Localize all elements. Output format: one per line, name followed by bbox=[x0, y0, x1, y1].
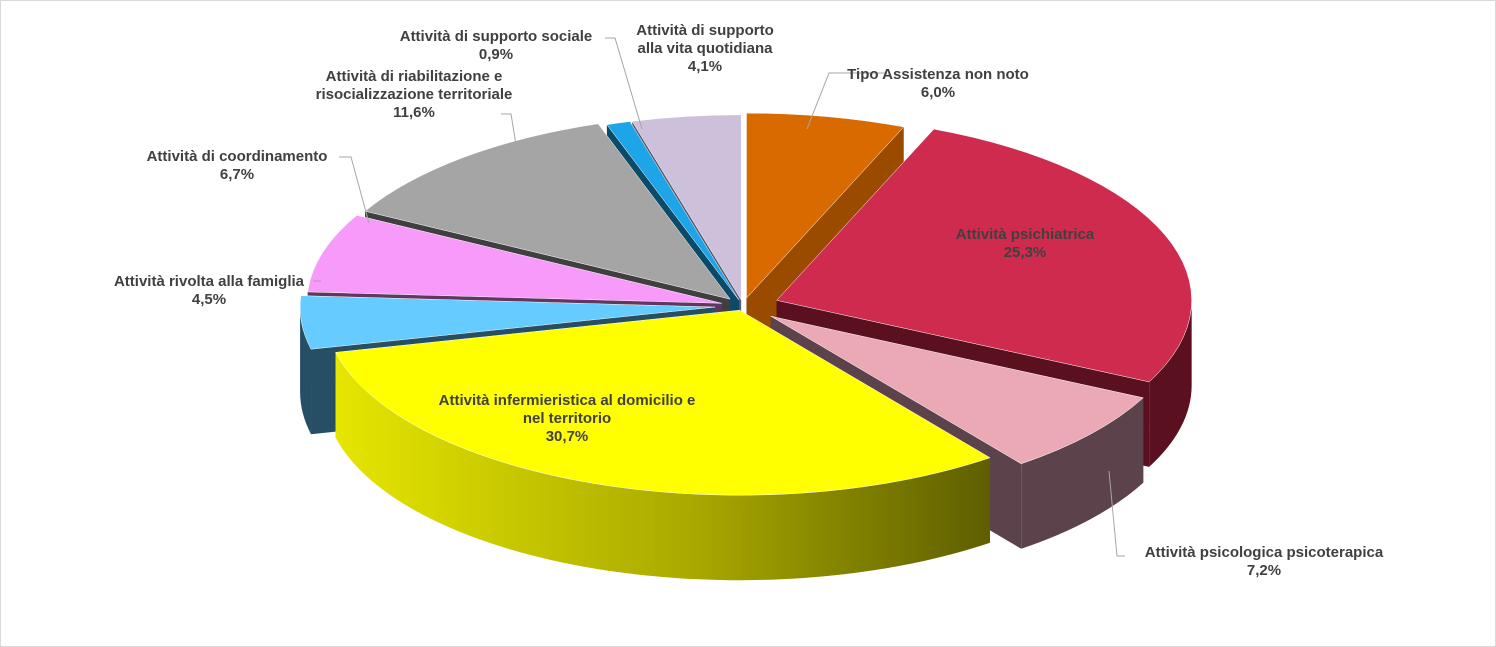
leader-line bbox=[806, 72, 887, 130]
pie-slice bbox=[364, 123, 731, 300]
leader-line bbox=[339, 156, 370, 224]
slice-label-line: Attività psichiatrica bbox=[956, 226, 1095, 243]
pie-tops bbox=[299, 112, 1192, 496]
pie-slice bbox=[746, 112, 905, 299]
leader-lines bbox=[313, 37, 1125, 557]
slice-label: Attività psichiatrica 25,3% bbox=[956, 226, 1095, 261]
slice-label-line: Attività infermieristica al domicilio e bbox=[439, 392, 696, 409]
pie-slice bbox=[307, 215, 722, 304]
leader-line bbox=[501, 113, 518, 152]
slice-label-line: risocializzazione territoriale bbox=[316, 86, 513, 103]
slice-side bbox=[1021, 397, 1144, 549]
slice-label-line: Attività di supporto bbox=[636, 22, 774, 39]
slice-value: 4,5% bbox=[192, 291, 226, 308]
leader-line bbox=[1108, 470, 1125, 557]
slice-label: Attività di coordinamento 6,7% bbox=[147, 148, 328, 183]
pie-slice bbox=[335, 309, 991, 496]
slice-label-line: Attività psicologica psicoterapica bbox=[1145, 544, 1384, 561]
slice-value: 0,9% bbox=[479, 46, 513, 63]
slice-label-line: alla vita quotidiana bbox=[637, 40, 773, 57]
slice-labels: Tipo Assistenza non noto 6,0% Attività psi… bbox=[114, 22, 1384, 579]
slice-value: 6,0% bbox=[921, 84, 955, 101]
slice-label: Attività rivolta alla famiglia 4,5% bbox=[114, 273, 305, 308]
pie-slice bbox=[776, 128, 1192, 383]
slice-label: Attività di riabilitazione e risocializza… bbox=[316, 68, 513, 121]
slice-side bbox=[335, 352, 991, 581]
slice-value: 6,7% bbox=[220, 166, 254, 183]
pie-slice bbox=[770, 315, 1144, 465]
slice-label: Tipo Assistenza non noto 6,0% bbox=[847, 66, 1029, 101]
slice-label: Attività psicologica psicoterapica 7,2% bbox=[1145, 544, 1384, 579]
slice-label: Attività di supporto sociale 0,9% bbox=[400, 28, 593, 63]
slice-value: 11,6% bbox=[393, 104, 435, 121]
slice-label-line: Attività di coordinamento bbox=[147, 148, 328, 165]
leader-line bbox=[605, 37, 643, 130]
slice-value: 7,2% bbox=[1247, 562, 1281, 579]
slice-label-line: Attività di supporto sociale bbox=[400, 28, 593, 45]
slice-label-line: Attività rivolta alla famiglia bbox=[114, 273, 305, 290]
pie-slice bbox=[299, 295, 716, 350]
slice-side bbox=[300, 307, 312, 435]
slice-label-line: nel territorio bbox=[523, 410, 611, 427]
slice-label-line: Attività di riabilitazione e bbox=[326, 68, 503, 85]
pie-slice bbox=[631, 114, 742, 301]
slice-value: 30,7% bbox=[546, 428, 589, 445]
pie-slice bbox=[606, 121, 740, 301]
slice-value: 25,3% bbox=[1004, 244, 1047, 261]
slice-label-line: Tipo Assistenza non noto bbox=[847, 66, 1029, 83]
slice-value: 4,1% bbox=[688, 58, 722, 75]
slice-label: Attività di supporto alla vita quotidiana… bbox=[636, 22, 774, 75]
